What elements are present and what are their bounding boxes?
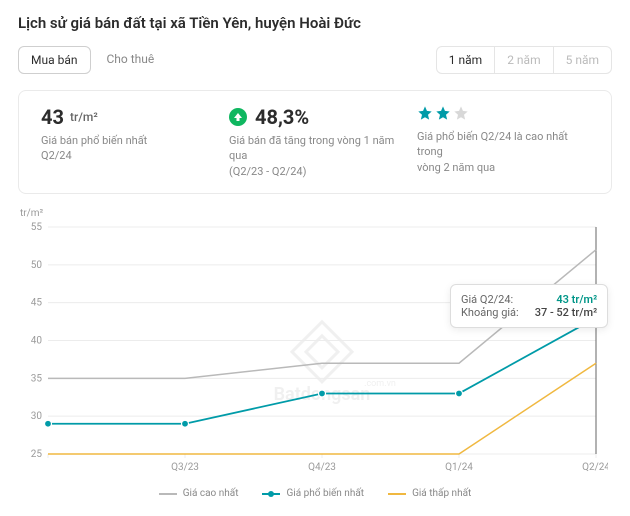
- tab-cho-thuê[interactable]: Cho thuê: [95, 46, 167, 74]
- stat-change: 48,3% Giá bán đã tăng trong vòng 1 năm q…: [221, 105, 409, 179]
- svg-text:Q3/23: Q3/23: [171, 462, 199, 473]
- svg-text:Q1/24: Q1/24: [445, 462, 473, 473]
- legend-swatch: [388, 493, 406, 495]
- legend-swatch: [159, 493, 177, 495]
- range-tab-1-năm[interactable]: 1 năm: [437, 47, 495, 73]
- chart-area: tr/m² Batdongsan.com.vn25303540455055Q3/…: [18, 208, 612, 476]
- tab-mua-bán[interactable]: Mua bán: [18, 46, 91, 74]
- star-icon: [417, 105, 433, 125]
- stat-price-sub1: Giá bán phổ biến nhất: [41, 133, 213, 148]
- tabs-row: Mua bánCho thuê 1 năm2 năm5 năm: [18, 46, 612, 74]
- legend-label: Giá phổ biến nhất: [286, 488, 364, 499]
- stat-change-sub2: (Q2/23 - Q2/24): [229, 164, 401, 179]
- stat-price-sub2: Q2/24: [41, 148, 213, 163]
- svg-text:.com.vn: .com.vn: [364, 379, 396, 389]
- svg-text:35: 35: [31, 374, 43, 385]
- legend-item: Giá thấp nhất: [388, 488, 471, 499]
- star-rating: [417, 105, 589, 125]
- svg-text:40: 40: [31, 336, 43, 347]
- legend-item: Giá cao nhất: [159, 488, 239, 499]
- stat-change-value: 48,3%: [255, 105, 309, 129]
- stat-rating-sub2: vòng 2 năm qua: [417, 160, 589, 175]
- svg-text:50: 50: [31, 260, 43, 271]
- legend-swatch: [262, 493, 280, 495]
- stats-row: 43 tr/m² Giá bán phổ biến nhất Q2/24 48,…: [18, 90, 612, 194]
- star-icon: [435, 105, 451, 125]
- tabs-left: Mua bánCho thuê: [18, 46, 166, 74]
- svg-text:30: 30: [31, 411, 43, 422]
- range-tabs: 1 năm2 năm5 năm: [436, 46, 612, 74]
- stat-price: 43 tr/m² Giá bán phổ biến nhất Q2/24: [33, 105, 221, 179]
- svg-text:25: 25: [31, 449, 43, 460]
- stat-price-unit: tr/m²: [70, 110, 98, 124]
- range-tab-5-năm[interactable]: 5 năm: [554, 47, 611, 73]
- chart-legend: Giá cao nhất Giá phổ biến nhất Giá thấp nh…: [18, 488, 612, 499]
- stat-rating-sub1: Giá phổ biến Q2/24 là cao nhất trong: [417, 129, 589, 160]
- legend-item: Giá phổ biến nhất: [262, 488, 364, 499]
- page-title: Lịch sử giá bán đất tại xã Tiền Yên, huy…: [18, 14, 612, 32]
- arrow-up-icon: [229, 108, 247, 126]
- svg-text:Q4/23: Q4/23: [308, 462, 336, 473]
- stat-price-value: 43: [41, 105, 64, 129]
- legend-label: Giá cao nhất: [183, 488, 239, 499]
- svg-text:55: 55: [31, 222, 43, 233]
- line-chart: Batdongsan.com.vn25303540455055Q3/23Q4/2…: [18, 221, 608, 476]
- star-icon: [453, 105, 469, 125]
- range-tab-2-năm[interactable]: 2 năm: [495, 47, 553, 73]
- svg-text:Q2/24: Q2/24: [582, 462, 608, 473]
- stat-change-sub1: Giá bán đã tăng trong vòng 1 năm qua: [229, 133, 401, 164]
- y-axis-label: tr/m²: [20, 208, 612, 219]
- svg-text:45: 45: [31, 298, 43, 309]
- stat-rating: Giá phổ biến Q2/24 là cao nhất trong vòn…: [409, 105, 597, 179]
- legend-label: Giá thấp nhất: [412, 488, 471, 499]
